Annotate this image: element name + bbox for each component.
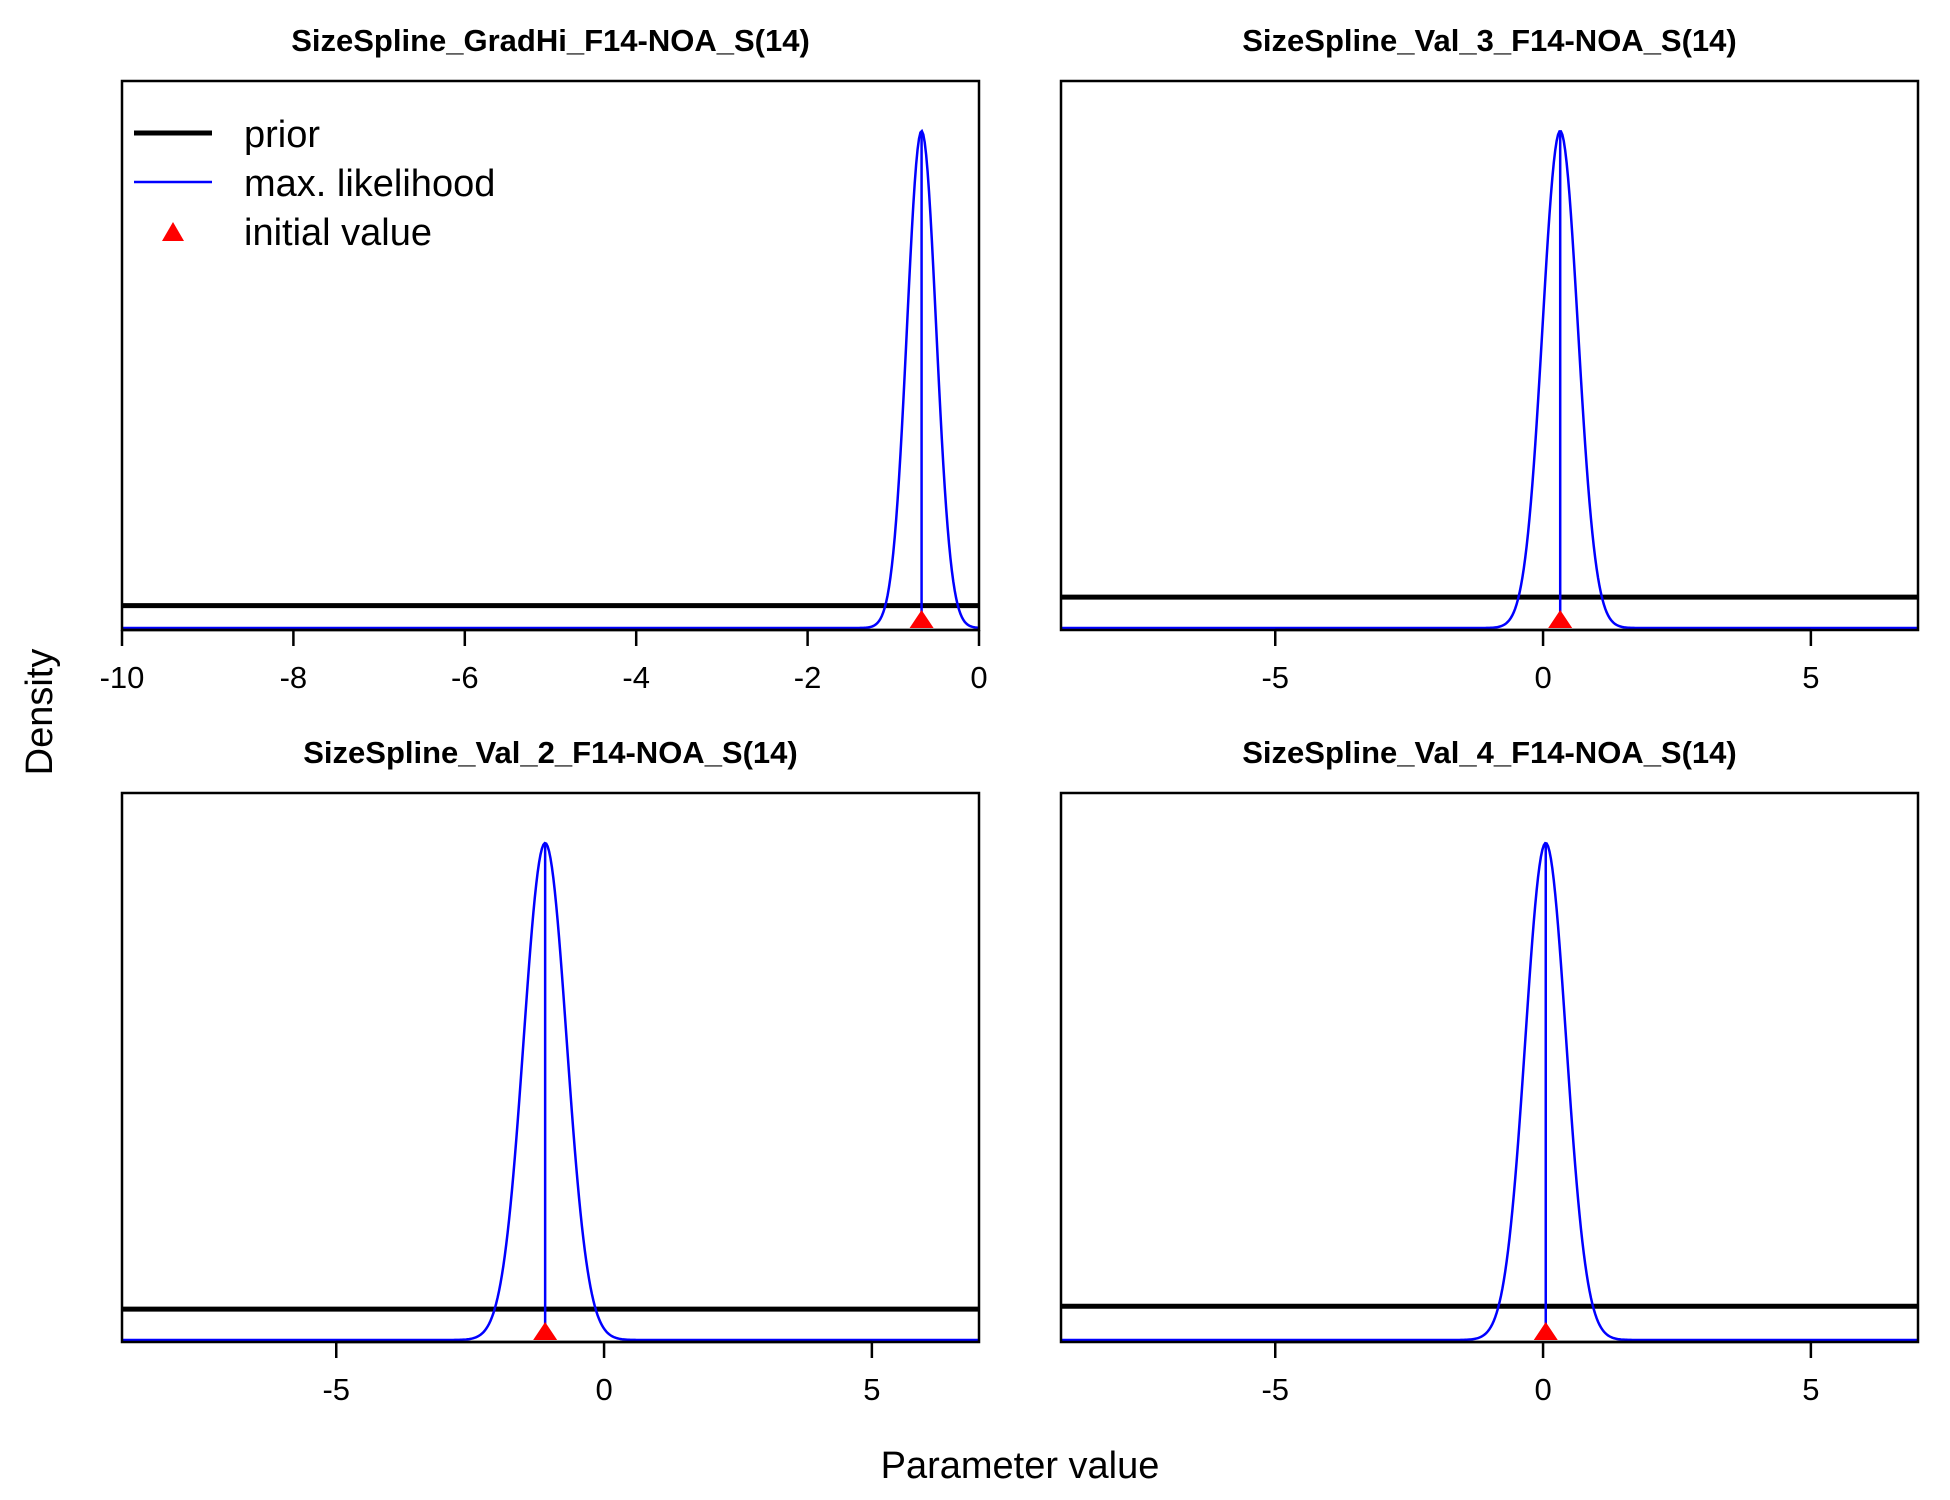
mle-curve — [122, 843, 979, 1340]
panel-title: SizeSpline_Val_3_F14-NOA_S(14) — [1242, 23, 1737, 58]
legend-label: max. likelihood — [244, 163, 495, 205]
x-tick-label: 0 — [595, 1372, 612, 1407]
x-tick-label: -5 — [1261, 660, 1289, 695]
mle-curve — [122, 131, 979, 628]
x-tick-label: -5 — [322, 1372, 350, 1407]
x-tick-label: 5 — [863, 1372, 880, 1407]
legend-triangle-icon — [162, 222, 184, 241]
initial-value-marker — [910, 610, 934, 628]
panel-title: SizeSpline_Val_4_F14-NOA_S(14) — [1242, 735, 1737, 770]
x-tick-label: -4 — [622, 660, 650, 695]
x-tick-label: 0 — [1534, 660, 1551, 695]
panel-2: SizeSpline_Val_3_F14-NOA_S(14) -5 0 5 — [1061, 23, 1918, 695]
panel-4: SizeSpline_Val_4_F14-NOA_S(14) -5 0 5 — [1061, 735, 1918, 1407]
x-tick-label: 0 — [970, 660, 987, 695]
x-tick-label: 0 — [1534, 1372, 1551, 1407]
legend-label: initial value — [244, 212, 432, 254]
panel-title: SizeSpline_GradHi_F14-NOA_S(14) — [291, 23, 810, 58]
panel-title: SizeSpline_Val_2_F14-NOA_S(14) — [303, 735, 798, 770]
y-axis-label: Density — [19, 649, 61, 776]
mle-curve — [1061, 843, 1918, 1340]
legend-label: prior — [244, 114, 320, 156]
initial-value-marker — [1534, 1322, 1558, 1340]
x-tick-label: -2 — [794, 660, 822, 695]
panel-frame — [1061, 81, 1918, 630]
panel-3: SizeSpline_Val_2_F14-NOA_S(14) -5 0 5 — [122, 735, 979, 1407]
x-tick-label: -8 — [280, 660, 308, 695]
mle-curve — [1061, 131, 1918, 628]
x-axis-label: Parameter value — [881, 1445, 1160, 1487]
initial-value-marker — [533, 1322, 557, 1340]
panel-1: SizeSpline_GradHi_F14-NOA_S(14) -10 -8 -6 -4… — [100, 23, 988, 695]
x-tick-label: -5 — [1261, 1372, 1289, 1407]
x-tick-label: -10 — [100, 660, 145, 695]
x-tick-label: 5 — [1802, 660, 1819, 695]
panel-frame — [122, 793, 979, 1342]
x-tick-label: 5 — [1802, 1372, 1819, 1407]
panels-group: SizeSpline_GradHi_F14-NOA_S(14) -10 -8 -6 -4… — [100, 23, 1918, 1407]
legend: prior max. likelihood initial value — [134, 114, 495, 254]
panel-frame — [1061, 793, 1918, 1342]
x-tick-label: -6 — [451, 660, 479, 695]
initial-value-marker — [1548, 610, 1572, 628]
